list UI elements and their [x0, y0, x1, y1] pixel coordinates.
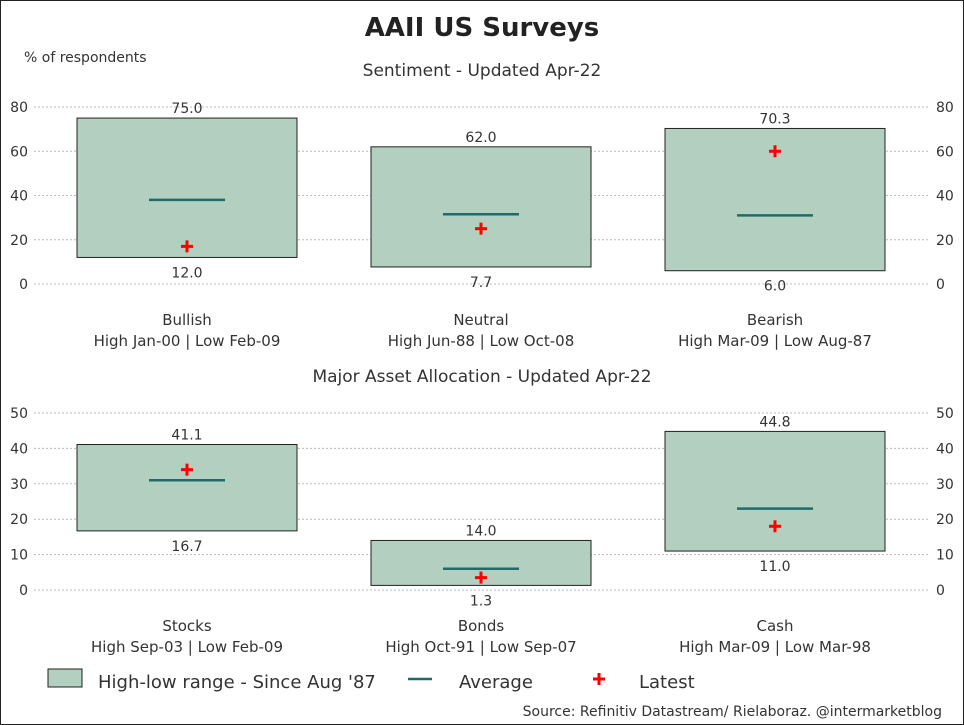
category-label: Bullish	[162, 311, 212, 329]
category-subtitle: High Oct-91 | Low Sep-07	[385, 638, 576, 656]
range-box-stocks	[76, 444, 298, 532]
y-tick-left: 40	[10, 189, 28, 205]
y-tick-left: 20	[10, 233, 28, 249]
latest-marker	[181, 463, 193, 476]
y-tick-left: 0	[19, 277, 28, 293]
latest-marker	[181, 240, 193, 253]
category-subtitle: High Sep-03 | Low Feb-09	[91, 638, 283, 656]
y-tick-left: 30	[10, 477, 28, 493]
y-tick-left: 0	[19, 583, 28, 599]
latest-marker	[475, 222, 487, 235]
category-label: Neutral	[453, 311, 508, 329]
panel-title: Major Asset Allocation - Updated Apr-22	[312, 367, 651, 387]
high-label: 14.0	[465, 523, 496, 539]
y-tick-left: 60	[10, 144, 28, 160]
category-subtitle: High Mar-09 | Low Aug-87	[678, 332, 872, 350]
low-label: 6.0	[764, 279, 786, 295]
low-label: 7.7	[470, 275, 492, 291]
high-label: 41.1	[171, 428, 202, 444]
latest-marker	[769, 520, 781, 533]
legend-latest-swatch	[593, 673, 605, 685]
high-label: 75.0	[171, 101, 202, 117]
legend-range-label: High-low range - Since Aug '87	[98, 672, 376, 693]
latest-marker	[769, 145, 781, 158]
low-label: 1.3	[470, 593, 492, 609]
y-tick-right: 60	[936, 144, 954, 160]
legend-range-swatch	[47, 668, 83, 688]
low-label: 12.0	[171, 265, 202, 281]
y-tick-left: 80	[10, 100, 28, 116]
sentiment-panel: Sentiment - Updated Apr-22 0 0 20 20 40 40 60 60…	[10, 61, 954, 350]
y-tick-right: 40	[936, 441, 954, 457]
y-tick-right: 40	[936, 189, 954, 205]
category-subtitle: High Mar-09 | Low Mar-98	[679, 638, 871, 656]
y-tick-left: 20	[10, 512, 28, 528]
high-label: 62.0	[465, 130, 496, 146]
category-label: Bonds	[458, 617, 504, 635]
y-tick-right: 20	[936, 512, 954, 528]
y-tick-right: 50	[936, 406, 954, 422]
latest-marker	[475, 571, 487, 584]
category-label: Stocks	[162, 617, 212, 635]
legend-average-label: Average	[459, 672, 533, 693]
range-box-bullish	[76, 117, 298, 258]
y-axis-label: % of respondents	[24, 50, 147, 66]
high-label: 44.8	[759, 414, 790, 430]
category-label: Bearish	[747, 311, 803, 329]
legend: High-low range - Since Aug '87 Average L…	[47, 668, 695, 693]
y-tick-right: 20	[936, 233, 954, 249]
asset-allocation-panel: Major Asset Allocation - Updated Apr-22 0…	[10, 367, 954, 656]
low-label: 11.0	[759, 559, 790, 575]
high-label: 70.3	[759, 111, 790, 127]
legend-latest-label: Latest	[639, 672, 695, 693]
chart-title: AAII US Surveys	[365, 13, 600, 43]
panel-title: Sentiment - Updated Apr-22	[363, 61, 602, 81]
category-label: Cash	[757, 617, 794, 635]
category-subtitle: High Jun-88 | Low Oct-08	[388, 332, 575, 350]
range-box-cash	[664, 430, 886, 552]
y-tick-right: 0	[936, 277, 945, 293]
y-tick-left: 50	[10, 406, 28, 422]
y-tick-right: 10	[936, 548, 954, 564]
y-tick-right: 30	[936, 477, 954, 493]
y-tick-right: 80	[936, 100, 954, 116]
y-tick-left: 10	[10, 548, 28, 564]
source-note: Source: Refinitiv Datastream/ Rielaboraz…	[523, 704, 942, 720]
range-box-neutral	[370, 146, 592, 268]
low-label: 16.7	[171, 539, 202, 555]
y-tick-right: 0	[936, 583, 945, 599]
y-tick-left: 40	[10, 441, 28, 457]
category-subtitle: High Jan-00 | Low Feb-09	[94, 332, 281, 350]
